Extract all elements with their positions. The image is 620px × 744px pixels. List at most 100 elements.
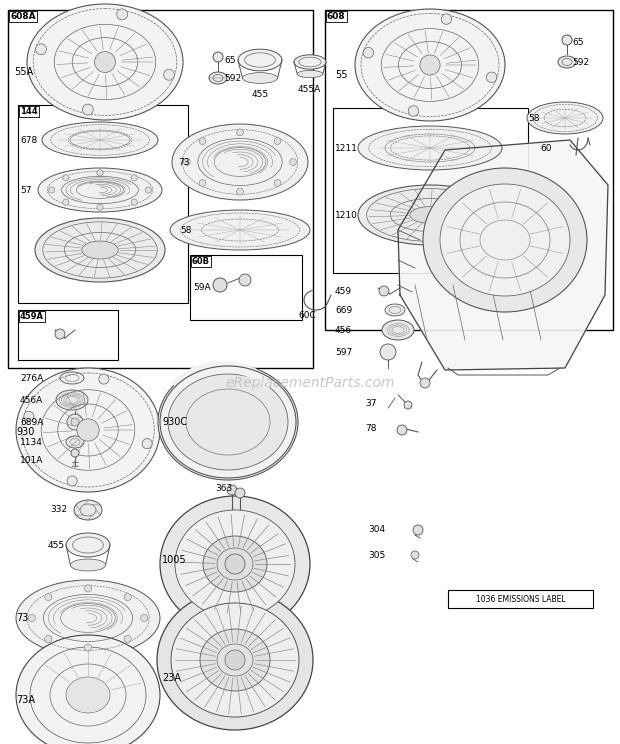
Text: 332: 332 — [50, 505, 67, 515]
Text: 455: 455 — [252, 90, 269, 99]
Circle shape — [124, 635, 131, 643]
Circle shape — [67, 476, 78, 486]
Text: 304: 304 — [368, 525, 385, 534]
Ellipse shape — [170, 210, 310, 250]
Circle shape — [420, 378, 430, 388]
Text: 459: 459 — [335, 286, 352, 295]
Ellipse shape — [382, 320, 414, 340]
Text: 608A: 608A — [10, 12, 35, 21]
Text: 930: 930 — [16, 427, 34, 437]
Text: 597: 597 — [335, 347, 352, 356]
Text: 59A: 59A — [193, 283, 211, 292]
Ellipse shape — [74, 500, 102, 520]
Text: 65: 65 — [224, 56, 236, 65]
Text: 60B: 60B — [192, 257, 210, 266]
Bar — [190, 255, 302, 320]
Ellipse shape — [238, 49, 282, 71]
Text: 78: 78 — [365, 423, 376, 432]
Circle shape — [71, 418, 79, 426]
Circle shape — [420, 55, 440, 75]
Circle shape — [141, 615, 148, 621]
Ellipse shape — [35, 218, 165, 282]
Circle shape — [97, 204, 103, 211]
Text: 1036 EMISSIONS LABEL: 1036 EMISSIONS LABEL — [476, 594, 565, 603]
Ellipse shape — [16, 635, 160, 744]
Ellipse shape — [158, 364, 298, 480]
Circle shape — [55, 329, 65, 339]
Circle shape — [84, 644, 92, 651]
Ellipse shape — [160, 496, 310, 632]
Ellipse shape — [385, 304, 405, 316]
Text: 689A: 689A — [20, 417, 43, 426]
Text: 1134: 1134 — [20, 437, 43, 446]
Ellipse shape — [56, 390, 88, 410]
Ellipse shape — [423, 168, 587, 312]
Text: 930C: 930C — [162, 417, 187, 427]
Circle shape — [379, 286, 389, 296]
Text: 73: 73 — [16, 613, 29, 623]
Ellipse shape — [157, 590, 313, 730]
Ellipse shape — [297, 71, 323, 77]
Ellipse shape — [203, 536, 267, 592]
Bar — [333, 108, 528, 273]
Ellipse shape — [16, 580, 160, 656]
Ellipse shape — [27, 4, 183, 120]
Ellipse shape — [60, 372, 84, 384]
Text: 276A: 276A — [20, 373, 43, 382]
Text: 1211: 1211 — [335, 144, 358, 153]
Text: 455A: 455A — [298, 85, 321, 94]
Ellipse shape — [175, 510, 295, 618]
Text: 144: 144 — [20, 107, 38, 116]
Ellipse shape — [358, 126, 502, 170]
Circle shape — [71, 449, 79, 457]
Circle shape — [225, 554, 245, 574]
Circle shape — [45, 594, 52, 600]
Circle shape — [235, 488, 245, 498]
Text: 608: 608 — [327, 12, 345, 21]
Text: 60: 60 — [540, 144, 552, 153]
Circle shape — [97, 170, 103, 176]
Text: 456A: 456A — [20, 396, 43, 405]
Ellipse shape — [440, 184, 570, 296]
Ellipse shape — [16, 368, 160, 492]
Text: 101A: 101A — [20, 455, 43, 464]
Text: 57: 57 — [20, 185, 32, 194]
Ellipse shape — [294, 55, 326, 69]
Circle shape — [124, 594, 131, 600]
Circle shape — [274, 179, 281, 186]
Ellipse shape — [82, 241, 118, 259]
Circle shape — [82, 104, 93, 115]
Circle shape — [237, 188, 244, 195]
Circle shape — [199, 179, 206, 186]
Bar — [325, 10, 613, 330]
Text: 73: 73 — [178, 158, 190, 167]
Text: 678: 678 — [20, 135, 37, 144]
Circle shape — [380, 344, 396, 360]
Text: 55A: 55A — [14, 67, 33, 77]
Text: 37: 37 — [365, 399, 376, 408]
Bar — [18, 310, 118, 360]
Bar — [448, 590, 593, 608]
Circle shape — [29, 615, 35, 621]
Ellipse shape — [209, 72, 227, 84]
Circle shape — [99, 374, 109, 384]
Ellipse shape — [71, 559, 105, 571]
Text: eReplacementParts.com: eReplacementParts.com — [225, 376, 395, 390]
Circle shape — [363, 48, 374, 58]
Circle shape — [84, 585, 92, 592]
Ellipse shape — [200, 629, 270, 691]
Circle shape — [562, 35, 572, 45]
Circle shape — [404, 401, 412, 409]
Text: 363: 363 — [215, 484, 232, 493]
Circle shape — [213, 52, 223, 62]
Circle shape — [95, 51, 115, 72]
Circle shape — [24, 411, 34, 421]
Ellipse shape — [38, 168, 162, 212]
Ellipse shape — [168, 374, 288, 470]
Ellipse shape — [358, 185, 502, 245]
Circle shape — [48, 187, 55, 193]
Circle shape — [413, 525, 423, 535]
Ellipse shape — [172, 124, 308, 200]
Circle shape — [117, 9, 128, 20]
Text: 592: 592 — [224, 74, 241, 83]
